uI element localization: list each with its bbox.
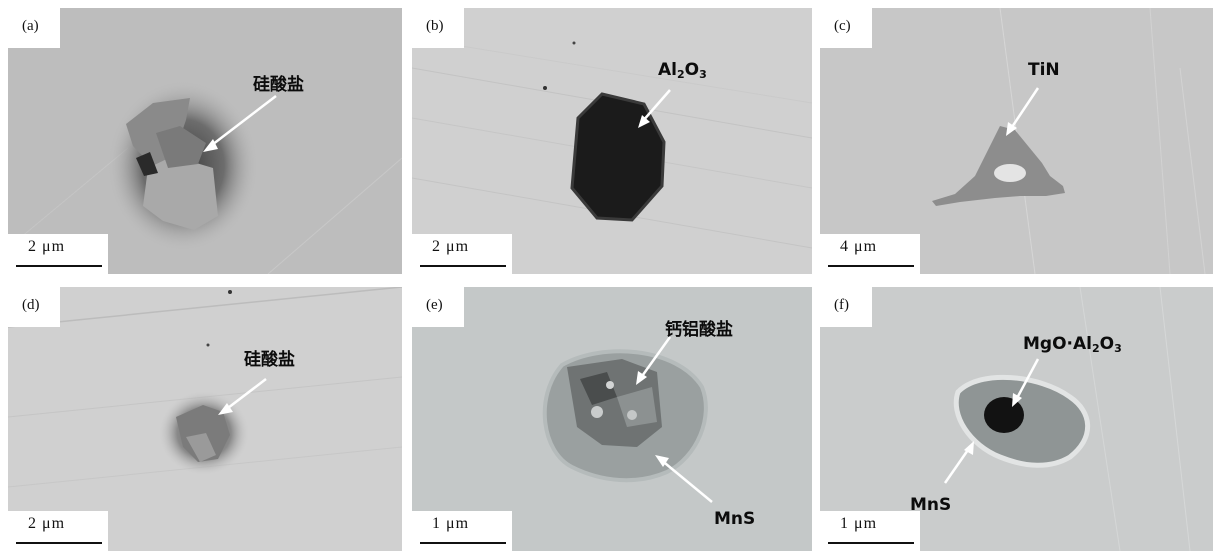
scale-bar-b: 2 μm [412, 234, 512, 274]
annotation-mns-e: MnS [714, 509, 756, 529]
scale-text-b: 2 μm [432, 238, 470, 255]
scale-bar-d: 2 μm [8, 511, 108, 551]
annotation-mns-f: MnS [910, 495, 952, 515]
annotation-silicate-a: 硅酸盐 [253, 75, 304, 95]
scale-line-f [828, 542, 914, 544]
annotation-calcium-aluminate: 钙铝酸盐 [665, 320, 733, 340]
panel-d: (d) 2 μm 硅酸盐 [8, 287, 402, 551]
annotation-al2o3: Al2O3 [658, 60, 707, 81]
scale-bar-e: 1 μm [412, 511, 512, 551]
panel-c: (c) 4 μm TiN [820, 8, 1213, 274]
scale-line-c [828, 265, 914, 267]
scale-bar-f: 1 μm [820, 511, 920, 551]
scale-text-d: 2 μm [28, 515, 66, 532]
sem-image-a [8, 8, 402, 274]
scale-line-b [420, 265, 506, 267]
panel-label-d: (d) [8, 287, 60, 327]
annotation-silicate-d: 硅酸盐 [244, 350, 295, 370]
panel-f: (f) 1 μm MgO·Al2O3 MnS [820, 287, 1213, 551]
sem-image-e [412, 287, 812, 551]
panel-label-e: (e) [412, 287, 464, 327]
panel-label-f: (f) [820, 287, 872, 327]
annotation-tin: TiN [1028, 60, 1060, 80]
panel-label-c: (c) [820, 8, 872, 48]
panel-e: (e) 1 μm 钙铝酸盐 MnS [412, 287, 812, 551]
sem-image-d [8, 287, 402, 551]
panel-label-b: (b) [412, 8, 464, 48]
panel-label-a: (a) [8, 8, 60, 48]
panel-b: (b) 2 μm Al2O3 [412, 8, 812, 274]
scale-line-a [16, 265, 102, 267]
scale-line-e [420, 542, 506, 544]
sem-image-c [820, 8, 1213, 274]
scale-text-c: 4 μm [840, 238, 878, 255]
scale-text-e: 1 μm [432, 515, 470, 532]
annotation-mgo-al2o3: MgO·Al2O3 [1023, 334, 1122, 355]
scale-bar-c: 4 μm [820, 234, 920, 274]
panel-a: (a) 2 μm 硅酸盐 [8, 8, 402, 274]
scale-text-a: 2 μm [28, 238, 66, 255]
scale-text-f: 1 μm [840, 515, 878, 532]
scale-line-d [16, 542, 102, 544]
scale-bar-a: 2 μm [8, 234, 108, 274]
